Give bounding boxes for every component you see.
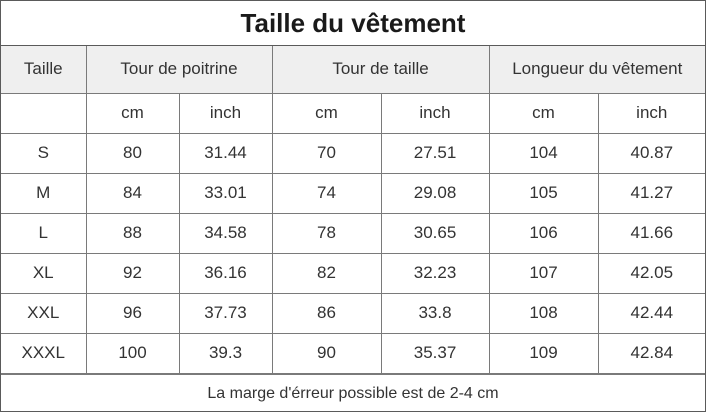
- size-cell: XL: [1, 252, 87, 294]
- units-row: cm inch cm inch cm inch: [1, 92, 706, 134]
- header-waist: Tour de taille: [271, 46, 490, 94]
- chest-inch-cell: 31.44: [178, 132, 273, 174]
- length-cm-cell: 109: [488, 332, 599, 374]
- length-cm-cell: 106: [488, 212, 599, 254]
- waist-cm-cell: 78: [271, 212, 382, 254]
- size-cell: L: [1, 212, 87, 254]
- waist-inch-cell: 30.65: [380, 212, 490, 254]
- table-row: XL 92 36.16 82 32.23 107 42.05: [1, 252, 706, 294]
- header-size: Taille: [1, 46, 87, 94]
- length-inch-cell: 41.27: [597, 172, 706, 214]
- length-inch-cell: 42.05: [597, 252, 706, 294]
- waist-inch-cell: 27.51: [380, 132, 490, 174]
- size-cell: XXXL: [1, 332, 87, 374]
- chart-title: Taille du vêtement: [1, 1, 705, 46]
- chest-inch-cell: 33.01: [178, 172, 273, 214]
- waist-cm-cell: 90: [271, 332, 382, 374]
- length-cm-cell: 105: [488, 172, 599, 214]
- chest-inch-cell: 39.3: [178, 332, 273, 374]
- chest-inch-cell: 34.58: [178, 212, 273, 254]
- table-row: M 84 33.01 74 29.08 105 41.27: [1, 172, 706, 214]
- length-cm-cell: 107: [488, 252, 599, 294]
- size-cell: XXL: [1, 292, 87, 334]
- unit-waist-inch: inch: [380, 92, 490, 134]
- header-row: Taille Tour de poitrine Tour de taille L…: [1, 46, 706, 94]
- chest-inch-cell: 37.73: [178, 292, 273, 334]
- length-cm-cell: 108: [488, 292, 599, 334]
- chest-cm-cell: 88: [85, 212, 180, 254]
- size-table: Taille Tour de poitrine Tour de taille L…: [1, 46, 706, 374]
- length-inch-cell: 41.66: [597, 212, 706, 254]
- chest-cm-cell: 80: [85, 132, 180, 174]
- waist-inch-cell: 32.23: [380, 252, 490, 294]
- size-cell: M: [1, 172, 87, 214]
- length-cm-cell: 104: [488, 132, 599, 174]
- waist-inch-cell: 35.37: [380, 332, 490, 374]
- length-inch-cell: 40.87: [597, 132, 706, 174]
- waist-cm-cell: 86: [271, 292, 382, 334]
- chest-cm-cell: 96: [85, 292, 180, 334]
- waist-inch-cell: 29.08: [380, 172, 490, 214]
- error-margin-note: La marge d'érreur possible est de 2-4 cm: [1, 373, 705, 412]
- size-cell: S: [1, 132, 87, 174]
- unit-length-cm: cm: [488, 92, 599, 134]
- table-row: XXL 96 37.73 86 33.8 108 42.44: [1, 292, 706, 334]
- header-chest: Tour de poitrine: [85, 46, 273, 94]
- waist-cm-cell: 74: [271, 172, 382, 214]
- unit-chest-inch: inch: [178, 92, 273, 134]
- chest-inch-cell: 36.16: [178, 252, 273, 294]
- waist-cm-cell: 82: [271, 252, 382, 294]
- chest-cm-cell: 92: [85, 252, 180, 294]
- length-inch-cell: 42.44: [597, 292, 706, 334]
- waist-inch-cell: 33.8: [380, 292, 490, 334]
- chest-cm-cell: 84: [85, 172, 180, 214]
- units-empty-cell: [1, 92, 87, 134]
- waist-cm-cell: 70: [271, 132, 382, 174]
- table-row: XXXL 100 39.3 90 35.37 109 42.84: [1, 332, 706, 374]
- unit-length-inch: inch: [597, 92, 706, 134]
- unit-chest-cm: cm: [85, 92, 180, 134]
- chest-cm-cell: 100: [85, 332, 180, 374]
- table-row: S 80 31.44 70 27.51 104 40.87: [1, 132, 706, 174]
- table-row: L 88 34.58 78 30.65 106 41.66: [1, 212, 706, 254]
- unit-waist-cm: cm: [271, 92, 382, 134]
- header-length: Longueur du vêtement: [488, 46, 706, 94]
- length-inch-cell: 42.84: [597, 332, 706, 374]
